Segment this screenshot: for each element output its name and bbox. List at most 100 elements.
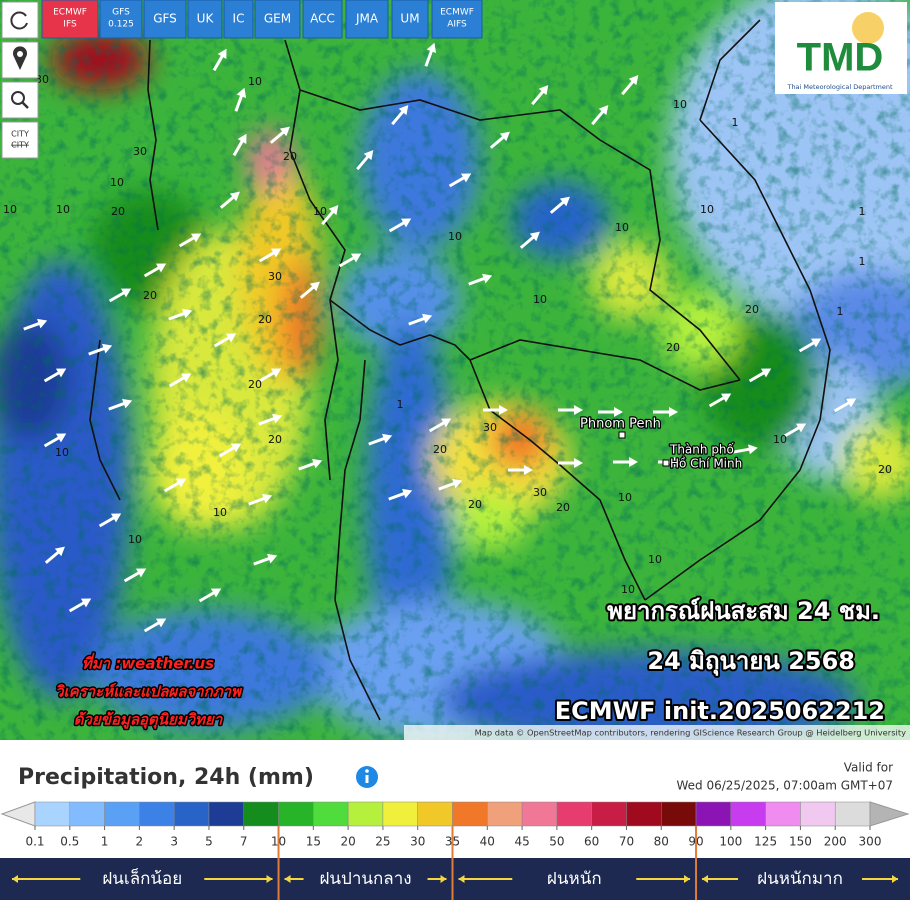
logo-name: TMD — [797, 36, 884, 80]
wind-arrow — [258, 248, 282, 263]
color-step — [800, 801, 836, 827]
arrow-shaft — [88, 346, 107, 356]
arrow-head — [80, 598, 92, 608]
arrow-shaft — [234, 93, 244, 112]
class-arrowhead — [702, 875, 709, 883]
arrow-head — [422, 313, 433, 324]
model-button[interactable] — [223, 0, 254, 39]
contour-label: 20 — [283, 150, 297, 163]
arrow-shaft — [621, 79, 636, 96]
contour-label: 10 — [673, 98, 687, 111]
model-button[interactable] — [187, 0, 223, 39]
model-button[interactable] — [391, 0, 429, 39]
contour-label: 10 — [213, 506, 227, 519]
contour-label: 10 — [618, 491, 632, 504]
colorbar-end — [869, 801, 910, 827]
arrow-shaft — [708, 395, 726, 408]
wind-arrow — [388, 218, 412, 233]
city-toggle-off: CITY — [11, 141, 29, 150]
arrow-head — [309, 281, 320, 292]
wind-arrow — [621, 75, 639, 96]
contour-label: 20 — [745, 303, 759, 316]
model-button[interactable] — [41, 0, 99, 39]
arrow-head — [559, 196, 570, 207]
arrow-head — [529, 231, 540, 242]
wind-arrow — [732, 444, 758, 455]
contour-label: 20 — [433, 443, 447, 456]
wind-arrow — [708, 393, 732, 408]
city-label: Hồ Chí Minh — [670, 457, 742, 471]
wind-arrow — [219, 191, 240, 209]
wind-arrow — [178, 233, 202, 248]
contour-label: 1 — [732, 116, 739, 129]
level-label: 70 — [619, 835, 634, 849]
wind-arrow — [558, 458, 583, 468]
color-step — [626, 801, 662, 827]
arrow-head — [110, 513, 122, 523]
color-step — [556, 801, 592, 827]
city-button[interactable] — [1, 121, 39, 159]
contour-label: 1 — [859, 255, 866, 268]
wind-arrow — [269, 126, 290, 144]
refresh-button[interactable] — [1, 1, 39, 39]
overlay-analysis: วิเคราะห์และแปลผลจากภาพ — [55, 683, 243, 701]
wind-arrows — [23, 42, 857, 633]
model-button[interactable] — [254, 0, 301, 39]
level-label: 300 — [859, 835, 882, 849]
wind-arrow — [108, 288, 132, 303]
arrow-shaft — [258, 416, 277, 426]
color-step — [34, 801, 71, 827]
arrow-head — [524, 465, 533, 475]
color-step — [69, 801, 105, 827]
pin-icon — [13, 46, 27, 70]
arrow-shaft — [219, 194, 236, 209]
level-label: 25 — [375, 835, 390, 849]
model-button[interactable] — [345, 0, 389, 39]
arrow-shaft — [43, 370, 61, 383]
wind-arrow — [43, 368, 67, 383]
wind-arrow — [783, 423, 807, 438]
wind-arrow — [438, 478, 463, 491]
map[interactable]: 3030102010201010302020201020101030203020… — [0, 0, 910, 750]
wind-arrow — [98, 513, 122, 528]
color-step — [382, 801, 418, 827]
arrow-shaft — [783, 425, 801, 438]
model-button[interactable] — [431, 0, 483, 39]
level-label: 80 — [654, 835, 669, 849]
wind-arrow — [253, 553, 278, 566]
info-glyph — [365, 775, 369, 783]
arrow-head — [398, 105, 409, 116]
zoom-button[interactable] — [1, 81, 39, 119]
model-button-label: GFS — [112, 8, 130, 18]
city-label: Thành phố — [669, 443, 735, 457]
arrow-head — [262, 493, 273, 504]
arrow-head — [217, 48, 227, 60]
city-marker — [618, 431, 626, 439]
color-step — [208, 801, 244, 827]
level-label: 1 — [101, 835, 109, 849]
wind-arrow — [88, 343, 113, 356]
arrow-head — [350, 253, 362, 263]
model-button[interactable] — [143, 0, 187, 39]
level-label: 100 — [719, 835, 742, 849]
arrow-head — [182, 308, 193, 319]
contour-label: 20 — [878, 463, 892, 476]
arrow-head — [402, 488, 413, 499]
arrow-head — [229, 191, 240, 202]
wind-arrow — [299, 281, 320, 299]
wind-arrow — [212, 48, 227, 72]
model-button[interactable] — [99, 0, 143, 39]
wind-arrow — [213, 333, 237, 348]
arrow-head — [270, 248, 282, 258]
contour-label: 10 — [615, 221, 629, 234]
wind-arrow — [391, 105, 409, 126]
contour-label: 10 — [128, 533, 142, 546]
model-button[interactable] — [302, 0, 343, 39]
class-arrowhead — [684, 875, 691, 883]
arrow-shaft — [253, 556, 272, 566]
color-step — [765, 801, 801, 827]
level-label: 30 — [410, 835, 425, 849]
arrow-shaft — [298, 461, 317, 471]
arrow-head — [452, 478, 463, 489]
zoom-handle — [21, 101, 29, 109]
